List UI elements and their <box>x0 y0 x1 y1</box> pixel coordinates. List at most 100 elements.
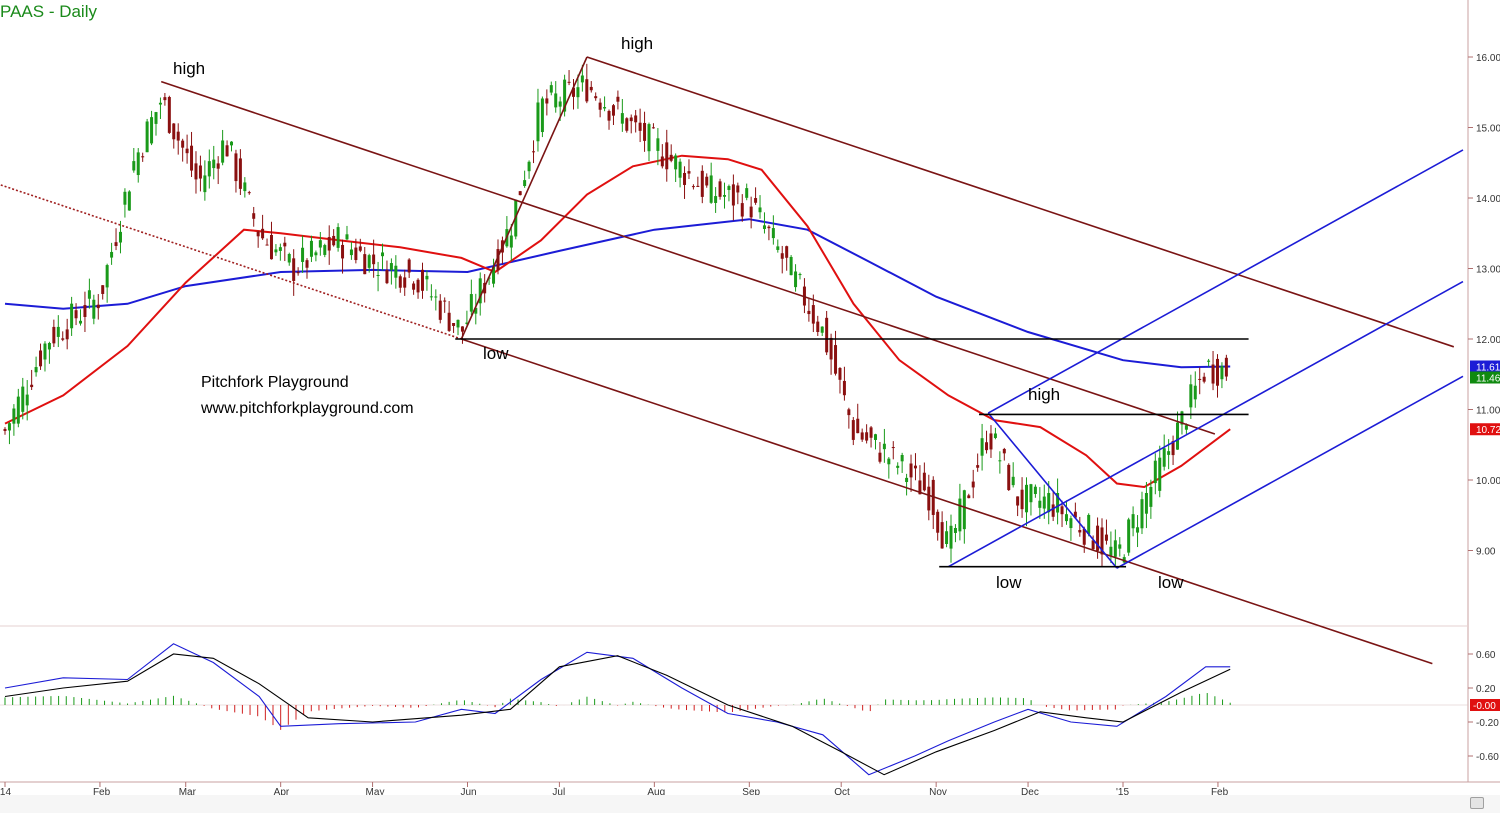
candle-body <box>447 312 451 331</box>
candle-body <box>580 75 584 83</box>
pitchfork-lower-line <box>461 338 1433 665</box>
candle-body <box>25 394 29 406</box>
annotation-high-feb: high <box>173 59 205 78</box>
candle-body <box>767 226 771 229</box>
candle-body <box>762 225 766 229</box>
candle-body <box>1220 366 1224 380</box>
candle-body <box>509 235 513 248</box>
time-tick-label: '14 <box>0 787 11 798</box>
candle-body <box>61 338 65 340</box>
candle-body <box>967 495 971 499</box>
candle-body <box>354 247 358 261</box>
macd-tick-label: -0.60 <box>1476 752 1499 763</box>
candle-body <box>1002 448 1006 454</box>
candle-body <box>554 93 558 108</box>
macd-zero-badge-label: -0.00 <box>1473 701 1496 712</box>
candle-body <box>123 191 127 205</box>
candle-body <box>740 203 744 217</box>
time-tick-label: Feb <box>1211 787 1229 798</box>
macd-tick-label: 0.60 <box>1476 650 1496 661</box>
candle-body <box>114 242 118 246</box>
candle-body <box>1029 484 1033 503</box>
candle-body <box>39 350 43 367</box>
candle-body <box>585 79 589 102</box>
candle-body <box>829 337 833 360</box>
candle-body <box>683 172 687 185</box>
candle-body <box>656 138 660 151</box>
candle-body <box>274 249 278 253</box>
candle-body <box>647 124 651 152</box>
candle-body <box>1144 492 1148 514</box>
candle-body <box>922 472 926 491</box>
candle-body <box>190 145 194 171</box>
candle-body <box>118 231 122 243</box>
candle-body <box>971 481 975 488</box>
horizontal-scrollbar[interactable] <box>0 795 1500 813</box>
candle-body <box>678 161 682 178</box>
candle-body <box>158 102 162 105</box>
candle-body <box>141 156 145 158</box>
candle-body <box>207 161 211 177</box>
candle-body <box>216 163 220 169</box>
candle-body <box>625 118 629 131</box>
candle-body <box>896 465 900 468</box>
price-tick-label: 10.00 <box>1476 476 1500 487</box>
candle-body <box>221 140 225 163</box>
candle-body <box>110 251 114 258</box>
candle-body <box>660 156 664 167</box>
candle-body <box>163 97 167 101</box>
candle-body <box>145 121 149 153</box>
candle-body <box>1158 457 1162 491</box>
time-tick-label: Nov <box>929 787 947 798</box>
scrollbar-thumb[interactable] <box>1470 797 1484 809</box>
candle-body <box>834 345 838 374</box>
candle-body <box>1198 378 1202 380</box>
candle-body <box>687 171 691 174</box>
candle-body <box>1131 514 1135 529</box>
candle-body <box>665 142 669 170</box>
price-badge-label: 10.72 <box>1476 425 1500 436</box>
candle-body <box>16 396 20 424</box>
candle-body <box>1011 476 1015 486</box>
candle-body <box>394 265 398 278</box>
price-badge-label: 11.61 <box>1476 362 1500 373</box>
candle-body <box>629 117 633 122</box>
candle-body <box>887 458 891 465</box>
candle-body <box>96 304 100 309</box>
candle-body <box>794 271 798 288</box>
candle-body <box>900 455 904 462</box>
candle-body <box>607 110 611 121</box>
candle-body <box>620 113 624 124</box>
candle-body <box>43 343 47 360</box>
candle-body <box>398 276 402 288</box>
candle-body <box>856 418 860 434</box>
candle-body <box>1189 384 1193 408</box>
candle-body <box>989 433 993 450</box>
candle-body <box>247 192 251 194</box>
macd-signal-line <box>4 653 1231 776</box>
candle-body <box>127 191 131 211</box>
candle-body <box>909 463 913 478</box>
candle-body <box>1073 511 1077 518</box>
price-badge <box>1470 423 1500 436</box>
candle-body <box>874 434 878 440</box>
candle-body <box>225 145 229 157</box>
candle-body <box>443 300 447 302</box>
candle-body <box>807 310 811 315</box>
candle-body <box>70 303 74 329</box>
candle-body <box>1020 489 1024 510</box>
annotation-low-dec: low <box>1158 573 1184 592</box>
candle-body <box>549 85 553 93</box>
candle-body <box>718 181 722 197</box>
candle-body <box>74 310 78 319</box>
blue-pitchfork-upper <box>948 280 1464 568</box>
macd-tick-label: 0.20 <box>1476 684 1496 695</box>
candle-body <box>1211 364 1215 384</box>
candle-body <box>985 442 989 451</box>
candle-body <box>691 186 695 188</box>
annotation-low-may: low <box>483 344 509 363</box>
candle-body <box>389 263 393 270</box>
candle-body <box>993 433 997 438</box>
candle-body <box>83 304 87 317</box>
